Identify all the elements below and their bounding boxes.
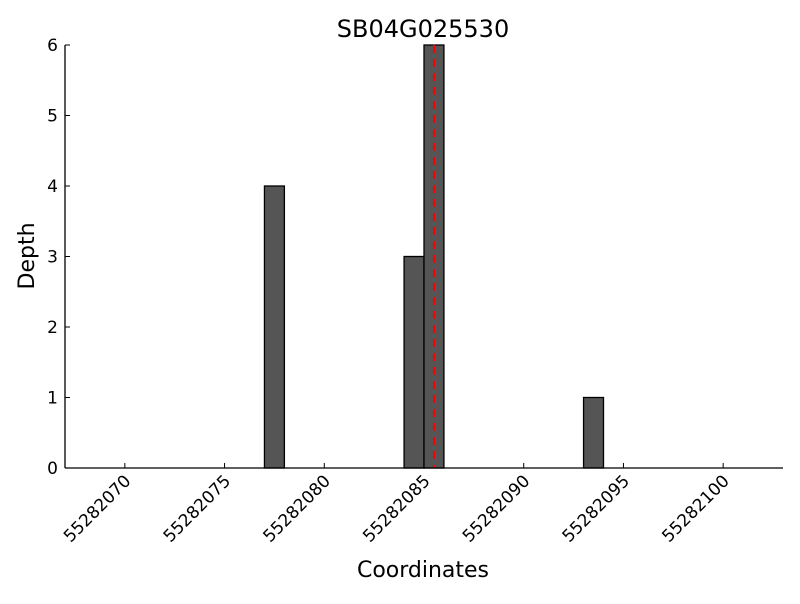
y-tick-label: 1 — [47, 389, 58, 409]
x-tick-label: 55282090 — [459, 471, 534, 546]
bar-3 — [582, 396, 605, 469]
chart-title: SB04G025530 — [337, 15, 509, 43]
bar-1 — [403, 255, 425, 469]
x-tick-label: 55282075 — [160, 471, 235, 546]
x-tick-label: 55282070 — [60, 471, 135, 546]
bar-0 — [263, 185, 286, 469]
y-axis-label: Depth — [15, 222, 40, 289]
y-tick-label: 2 — [47, 318, 58, 338]
y-tick-label: 6 — [47, 36, 58, 56]
x-axis-label: Coordinates — [357, 558, 489, 583]
y-tick-label: 5 — [47, 107, 58, 127]
x-tick-label: 55282080 — [259, 471, 334, 546]
x-tick-label: 55282085 — [359, 471, 434, 546]
y-tick-label: 4 — [47, 177, 58, 197]
x-tick-label: 55282100 — [658, 471, 733, 546]
y-tick-label: 0 — [47, 459, 58, 479]
x-tick-label: 55282095 — [559, 471, 634, 546]
y-tick-label: 3 — [47, 248, 58, 268]
